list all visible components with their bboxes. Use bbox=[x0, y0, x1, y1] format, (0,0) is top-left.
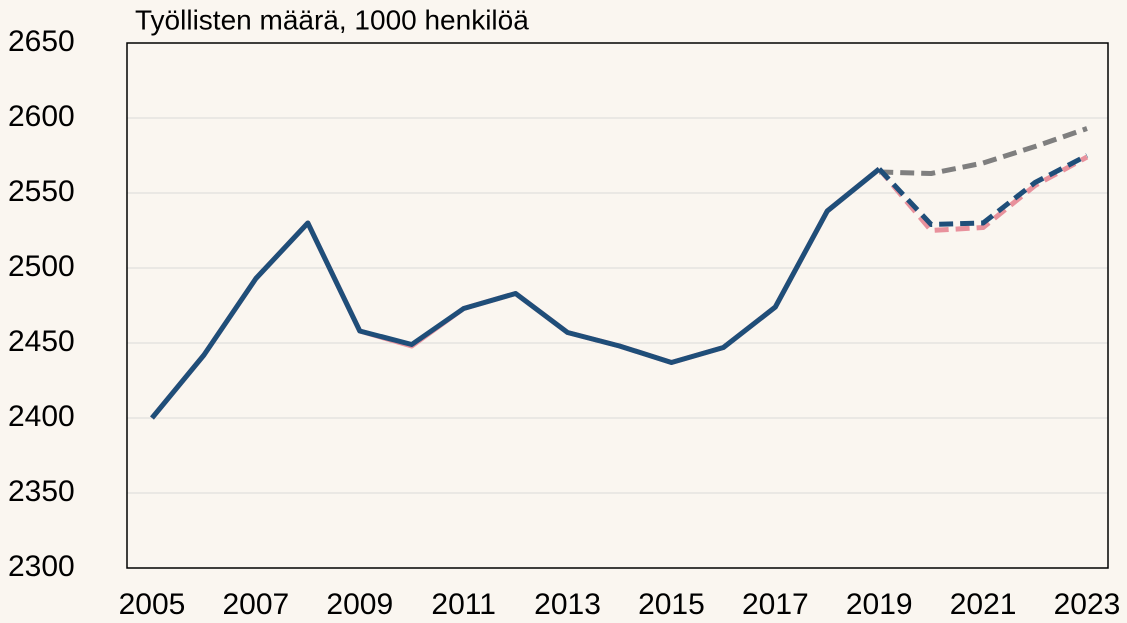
series-line bbox=[877, 153, 1089, 227]
plot-frame bbox=[126, 42, 1109, 569]
y-tick-label: 2300 bbox=[8, 550, 75, 583]
y-tick-label: 2650 bbox=[8, 25, 75, 58]
y-tick-label: 2450 bbox=[8, 325, 75, 358]
x-tick-label: 2021 bbox=[950, 588, 1017, 621]
y-tick-label: 2550 bbox=[8, 175, 75, 208]
x-tick-label: 2023 bbox=[1054, 588, 1121, 621]
chart-title: Työllisten määrä, 1000 henkilöä bbox=[135, 4, 529, 35]
y-tick-label: 2500 bbox=[8, 250, 75, 283]
x-tick-label: 2005 bbox=[119, 588, 186, 621]
x-tick-label: 2007 bbox=[223, 588, 290, 621]
x-tick-label: 2017 bbox=[742, 588, 809, 621]
series-line bbox=[150, 167, 881, 420]
x-tick-label: 2015 bbox=[638, 588, 705, 621]
y-tick-label: 2600 bbox=[8, 100, 75, 133]
x-tick-label: 2019 bbox=[846, 588, 913, 621]
y-tick-label: 2400 bbox=[8, 400, 75, 433]
x-tick-label: 2009 bbox=[326, 588, 393, 621]
x-tick-label: 2013 bbox=[534, 588, 601, 621]
x-tick-label: 2011 bbox=[431, 588, 496, 621]
y-tick-label: 2350 bbox=[8, 475, 75, 508]
series-line bbox=[879, 126, 1088, 176]
